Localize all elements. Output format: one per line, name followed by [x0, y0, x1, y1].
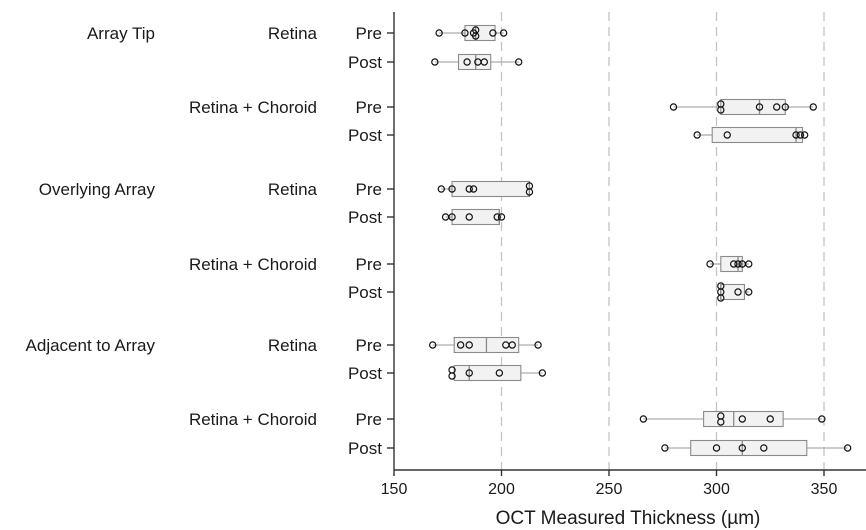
x-axis-label: OCT Measured Thickness (µm) — [496, 508, 761, 529]
x-tick-label-150: 150 — [381, 481, 408, 498]
data-point-array-tip-retina-choroid-pre-0 — [669, 103, 678, 111]
data-point-adjacent-to-array-retina-pre-0 — [429, 341, 437, 349]
time-label-array-tip-retina-choroid-post: Post — [348, 126, 382, 145]
box-overlying-array-retina-pre — [451, 180, 530, 198]
data-point-adjacent-to-array-retina-choroid-pre-0 — [639, 415, 648, 423]
box-array-tip-retina-pre — [464, 24, 496, 42]
time-label-array-tip-retina-choroid-pre: Pre — [356, 98, 382, 117]
data-point-array-tip-retina-choroid-post-1 — [723, 131, 731, 139]
data-point-overlying-array-retina-pre-2 — [465, 185, 473, 193]
row-labels: Pre Retina Array Tip Post Pre Retina + Choroi… — [26, 24, 383, 458]
data-point-overlying-array-retina-choroid-post-3 — [734, 288, 742, 296]
time-label-overlying-array-retina-pre: Pre — [356, 180, 382, 199]
data-point-adjacent-to-array-retina-post-3 — [495, 369, 504, 377]
data-point-array-tip-retina-post-4 — [515, 58, 523, 66]
data-point-adjacent-to-array-retina-choroid-pre-2 — [717, 418, 725, 426]
data-point-overlying-array-retina-choroid-pre-1 — [730, 260, 738, 268]
data-point-adjacent-to-array-retina-pre-4 — [508, 341, 516, 349]
data-point-adjacent-to-array-retina-post-4 — [538, 369, 547, 377]
box-overlying-array-retina-choroid-pre — [720, 255, 743, 273]
data-point-adjacent-to-array-retina-pre-5 — [534, 341, 542, 349]
data-point-array-tip-retina-choroid-pre-6 — [809, 103, 817, 111]
grid-lines — [500, 12, 825, 470]
data-point-adjacent-to-array-retina-post-2 — [465, 369, 473, 377]
data-point-overlying-array-retina-pre-5 — [525, 188, 534, 196]
data-point-adjacent-to-array-retina-choroid-pre-5 — [818, 415, 826, 423]
data-point-array-tip-retina-post-3 — [480, 58, 488, 66]
tissue-label-overlying-array-retina-pre: Retina — [268, 180, 318, 199]
box-adjacent-to-array-retina-post — [453, 364, 522, 382]
time-label-array-tip-retina-pre: Pre — [356, 24, 382, 43]
data-point-adjacent-to-array-retina-choroid-post-0 — [661, 444, 669, 452]
boxes — [429, 24, 852, 457]
region-label-overlying-array-retina-pre: Overlying Array — [39, 180, 156, 199]
box-adjacent-to-array-retina-choroid-pre — [703, 410, 784, 428]
data-point-array-tip-retina-pre-1 — [461, 29, 469, 37]
data-point-overlying-array-retina-choroid-pre-0 — [706, 260, 714, 268]
data-point-array-tip-retina-choroid-pre-4 — [773, 103, 781, 111]
data-point-adjacent-to-array-retina-pre-2 — [465, 341, 473, 349]
data-point-array-tip-retina-post-1 — [463, 58, 471, 66]
region-label-array-tip-retina-pre: Array Tip — [87, 24, 155, 43]
box-array-tip-retina-choroid-pre — [720, 98, 786, 116]
data-point-adjacent-to-array-retina-post-1 — [448, 372, 456, 380]
data-point-overlying-array-retina-pre-3 — [469, 185, 478, 193]
time-label-overlying-array-retina-post: Post — [348, 208, 382, 227]
data-point-adjacent-to-array-retina-choroid-post-4 — [843, 444, 852, 452]
time-label-adjacent-to-array-retina-pre: Pre — [356, 336, 382, 355]
data-point-adjacent-to-array-retina-pre-1 — [456, 341, 465, 349]
data-point-array-tip-retina-choroid-pre-2 — [717, 106, 725, 114]
data-point-overlying-array-retina-choroid-pre-2 — [734, 260, 742, 268]
time-label-adjacent-to-array-retina-choroid-pre: Pre — [356, 410, 382, 429]
data-point-overlying-array-retina-choroid-post-4 — [745, 288, 753, 296]
time-label-overlying-array-retina-choroid-post: Post — [348, 283, 382, 302]
tissue-label-adjacent-to-array-retina-pre: Retina — [268, 336, 318, 355]
data-point-adjacent-to-array-retina-choroid-post-2 — [738, 444, 747, 452]
data-point-overlying-array-retina-post-1 — [448, 213, 456, 221]
data-point-array-tip-retina-choroid-post-0 — [693, 131, 701, 139]
data-point-overlying-array-retina-pre-1 — [448, 185, 456, 193]
data-point-adjacent-to-array-retina-choroid-post-1 — [712, 444, 721, 452]
data-point-array-tip-retina-choroid-post-4 — [800, 131, 809, 139]
time-label-adjacent-to-array-retina-post: Post — [348, 364, 382, 383]
data-point-overlying-array-retina-post-4 — [497, 213, 506, 221]
time-label-array-tip-retina-post: Post — [348, 53, 382, 72]
tissue-label-adjacent-to-array-retina-choroid-pre: Retina + Choroid — [189, 410, 317, 429]
data-point-array-tip-retina-choroid-post-2 — [792, 131, 800, 139]
tissue-label-array-tip-retina-pre: Retina — [268, 24, 318, 43]
time-label-adjacent-to-array-retina-choroid-post: Post — [348, 439, 382, 458]
axes: 150 200 250 300 350 — [381, 12, 866, 498]
time-label-overlying-array-retina-choroid-pre: Pre — [356, 255, 382, 274]
data-point-overlying-array-retina-post-3 — [493, 213, 501, 221]
x-tick-label-350: 350 — [811, 481, 838, 498]
data-point-array-tip-retina-pre-6 — [499, 29, 508, 37]
data-point-overlying-array-retina-choroid-post-2 — [717, 294, 725, 302]
box-adjacent-to-array-retina-choroid-post — [690, 439, 808, 457]
x-tick-label-250: 250 — [596, 481, 623, 498]
x-tick-label-300: 300 — [703, 481, 730, 498]
tissue-label-overlying-array-retina-choroid-pre: Retina + Choroid — [189, 255, 317, 274]
box-array-tip-retina-choroid-post — [711, 126, 804, 144]
tissue-label-array-tip-retina-choroid-pre: Retina + Choroid — [189, 98, 317, 117]
data-point-array-tip-retina-pre-5 — [489, 29, 497, 37]
data-point-adjacent-to-array-retina-choroid-pre-4 — [766, 415, 774, 423]
data-point-adjacent-to-array-retina-choroid-post-3 — [760, 444, 768, 452]
data-point-array-tip-retina-choroid-pre-3 — [755, 103, 764, 111]
x-tick-label-200: 200 — [488, 481, 515, 498]
region-label-adjacent-to-array-retina-pre: Adjacent to Array — [26, 336, 156, 355]
box-overlying-array-retina-post — [451, 208, 500, 226]
data-point-overlying-array-retina-pre-0 — [437, 185, 445, 193]
data-point-array-tip-retina-post-0 — [431, 58, 439, 66]
data-point-overlying-array-retina-choroid-pre-4 — [745, 260, 753, 268]
data-point-overlying-array-retina-post-2 — [465, 213, 473, 221]
data-point-array-tip-retina-pre-0 — [435, 29, 443, 37]
data-point-array-tip-retina-pre-4 — [472, 32, 480, 40]
data-point-array-tip-retina-choroid-post-3 — [796, 131, 805, 139]
data-point-adjacent-to-array-retina-choroid-pre-3 — [738, 415, 747, 423]
data-point-array-tip-retina-choroid-pre-5 — [781, 103, 790, 111]
